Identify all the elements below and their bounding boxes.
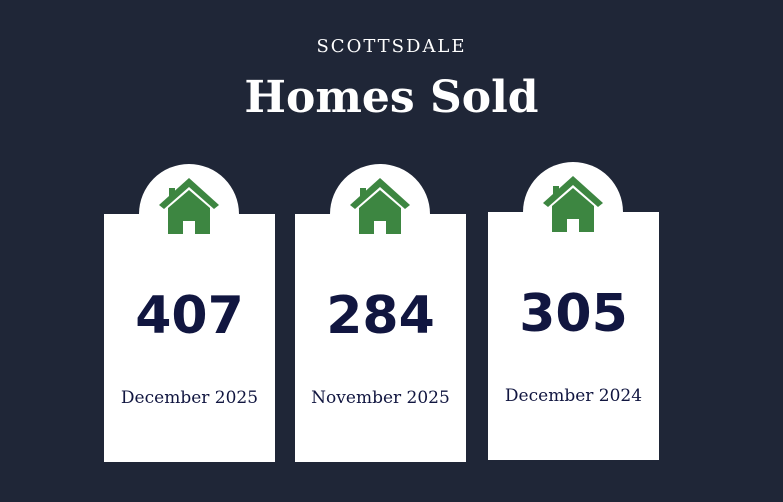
stat-value: 284 bbox=[326, 286, 435, 346]
stat-label: December 2025 bbox=[120, 388, 259, 408]
stat-card-november-2025: 284 November 2025 bbox=[295, 164, 466, 462]
house-icon bbox=[350, 178, 410, 234]
stat-value: 407 bbox=[135, 286, 244, 346]
city-kicker: SCOTTSDALE bbox=[316, 36, 467, 57]
stat-value: 305 bbox=[519, 284, 628, 344]
stat-label: November 2025 bbox=[311, 388, 450, 408]
stat-card-december-2025: 407 December 2025 bbox=[104, 164, 275, 462]
house-icon bbox=[159, 178, 219, 234]
house-icon bbox=[543, 176, 603, 232]
stat-card-december-2024: 305 December 2024 bbox=[488, 162, 659, 460]
stat-label: December 2024 bbox=[504, 386, 643, 406]
page-title: Homes Sold bbox=[244, 72, 539, 123]
